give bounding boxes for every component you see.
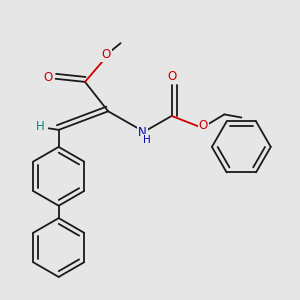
Text: O: O [199, 119, 208, 132]
Text: O: O [167, 70, 176, 83]
Text: H: H [36, 120, 44, 133]
Text: O: O [101, 48, 111, 61]
Text: H: H [143, 135, 151, 145]
Text: O: O [43, 71, 52, 84]
Text: N: N [138, 127, 147, 140]
